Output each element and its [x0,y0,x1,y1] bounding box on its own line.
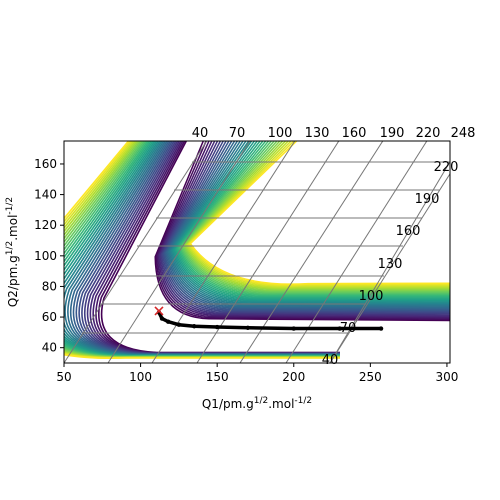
y-axis-label-text: Q2/pm.g1/2​.mol-1/2​ [5,197,20,307]
contour-level-label: 40 [322,353,339,368]
contour-line [157,141,450,318]
y-tick-label: 160 [34,157,57,171]
y-tick-label: 80 [42,279,57,293]
contour-line [159,141,450,316]
grid-line [107,141,251,363]
contour-level-label: 190 [380,126,405,141]
contour-line [183,141,450,292]
contour-level-label: 40 [192,126,209,141]
contour-line [64,141,340,359]
contour-line [167,141,450,308]
grid-line [285,141,428,363]
y-tick-label: 120 [34,218,57,232]
contour-level-label: 160 [396,224,421,239]
contour-line [187,141,450,287]
x-tick-label: 150 [206,370,229,384]
trajectory-point [165,319,171,324]
contour-line [172,141,450,303]
contour-line [179,141,450,295]
grid-line [329,172,450,363]
trajectory-point [245,325,251,330]
y-axis-label: Q2/pm.g1/2​.mol-1/2​ [5,197,20,307]
contour-line [176,141,450,298]
y-axis: 40 60 80 100 120 140 160 [34,157,64,355]
x-axis-label-text: Q1/pm.g1/2​.mol-1/2​ [202,396,312,411]
trajectory-point [191,324,197,329]
contour-level-label: 100 [268,126,293,141]
contour-line [162,141,450,313]
contour-line [173,141,450,301]
contour-line [156,141,450,319]
x-tick-label: 250 [359,370,382,384]
contour-level-label: 248 [451,126,476,141]
contour-line [182,141,450,293]
x-tick-label: 100 [129,370,152,384]
x-axis-label: Q1/pm.g1/2​.mol-1/2​ [202,396,312,411]
contour-line [178,141,450,296]
plot-frame [63,140,451,364]
contour-level-label: 220 [416,126,441,141]
contour-level-label: 130 [305,126,330,141]
contour-level-labels: 40 70 100 130 160 190 220 248 220 190 160 130 100 70 4… [192,126,476,368]
x-axis: 50 100 150 200 250 300 [56,363,458,384]
x-tick-label: 50 [56,370,71,384]
contour-level-label: 160 [342,126,367,141]
start-marker [154,306,164,316]
contour-line [185,141,450,289]
trajectory-point [291,326,296,331]
contour-line [160,141,450,315]
contour-line [154,141,450,322]
contour-line [170,141,450,305]
contour-line [186,141,450,288]
trajectory [154,306,384,331]
x-tick-label: 300 [435,370,458,384]
trajectory-point [378,326,384,331]
y-tick-label: 40 [42,341,57,355]
contour-line [166,141,450,309]
contour-line [155,141,450,321]
trajectory-point [176,322,182,327]
contour-level-label: 190 [415,192,440,207]
grid-line [196,141,340,363]
contour-lines [64,141,450,359]
x-tick-label: 200 [282,370,305,384]
contour-line [161,141,450,314]
contour-level-label: 70 [229,126,246,141]
contour-line [188,141,450,286]
contour-line [165,141,450,310]
grid-line [329,160,450,363]
contour-line [180,141,450,294]
skewed-grid [64,141,450,363]
trajectory-point [159,316,165,321]
y-tick-label: 100 [34,249,57,263]
contour-line [171,141,450,304]
trajectory-point [337,326,342,331]
contour-level-label: 70 [340,321,357,336]
contour-level-label: 130 [378,257,403,272]
grid-line [64,141,208,363]
contour-line [177,141,450,297]
contour-line [168,141,450,307]
grid-line [239,141,384,363]
y-tick-label: 140 [34,188,57,202]
contour-level-label: 100 [359,289,384,304]
contour-line [184,141,450,291]
y-tick-label: 60 [42,310,57,324]
contour-level-label: 220 [434,160,459,175]
trajectory-point [214,324,220,330]
contour-line [158,141,450,317]
trajectory-line [157,311,382,331]
contour-line [164,141,450,312]
